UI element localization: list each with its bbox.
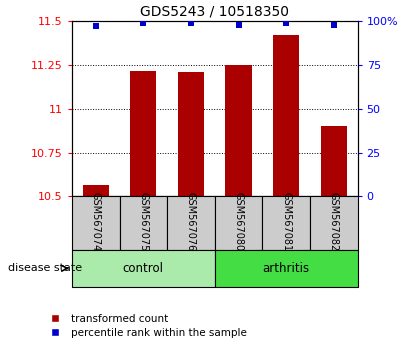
Point [283, 20, 289, 26]
Bar [83, 185, 109, 196]
Bar [72, 196, 120, 250]
Bar [273, 35, 299, 196]
Bar [120, 196, 167, 250]
Text: GSM567082: GSM567082 [329, 192, 339, 252]
Title: GDS5243 / 10518350: GDS5243 / 10518350 [140, 5, 289, 19]
Point [140, 20, 147, 26]
Bar [310, 196, 358, 250]
Bar [130, 71, 157, 196]
Text: disease state: disease state [8, 263, 82, 273]
Point [235, 22, 242, 28]
Text: GSM567074: GSM567074 [91, 192, 101, 252]
Point [330, 22, 337, 28]
Bar [262, 196, 310, 250]
Bar [167, 196, 215, 250]
Point [92, 24, 99, 29]
Text: GSM567081: GSM567081 [281, 192, 291, 252]
Bar [215, 196, 262, 250]
Text: GSM567076: GSM567076 [186, 192, 196, 252]
Point [188, 20, 194, 26]
Bar [178, 72, 204, 196]
Text: GSM567075: GSM567075 [139, 192, 148, 252]
Bar [321, 126, 347, 196]
Bar [226, 65, 252, 196]
Legend: transformed count, percentile rank within the sample: transformed count, percentile rank withi… [45, 314, 247, 338]
Text: GSM567080: GSM567080 [233, 192, 244, 252]
Text: arthritis: arthritis [263, 262, 310, 275]
Text: control: control [123, 262, 164, 275]
Bar [72, 250, 215, 287]
Bar [215, 250, 358, 287]
